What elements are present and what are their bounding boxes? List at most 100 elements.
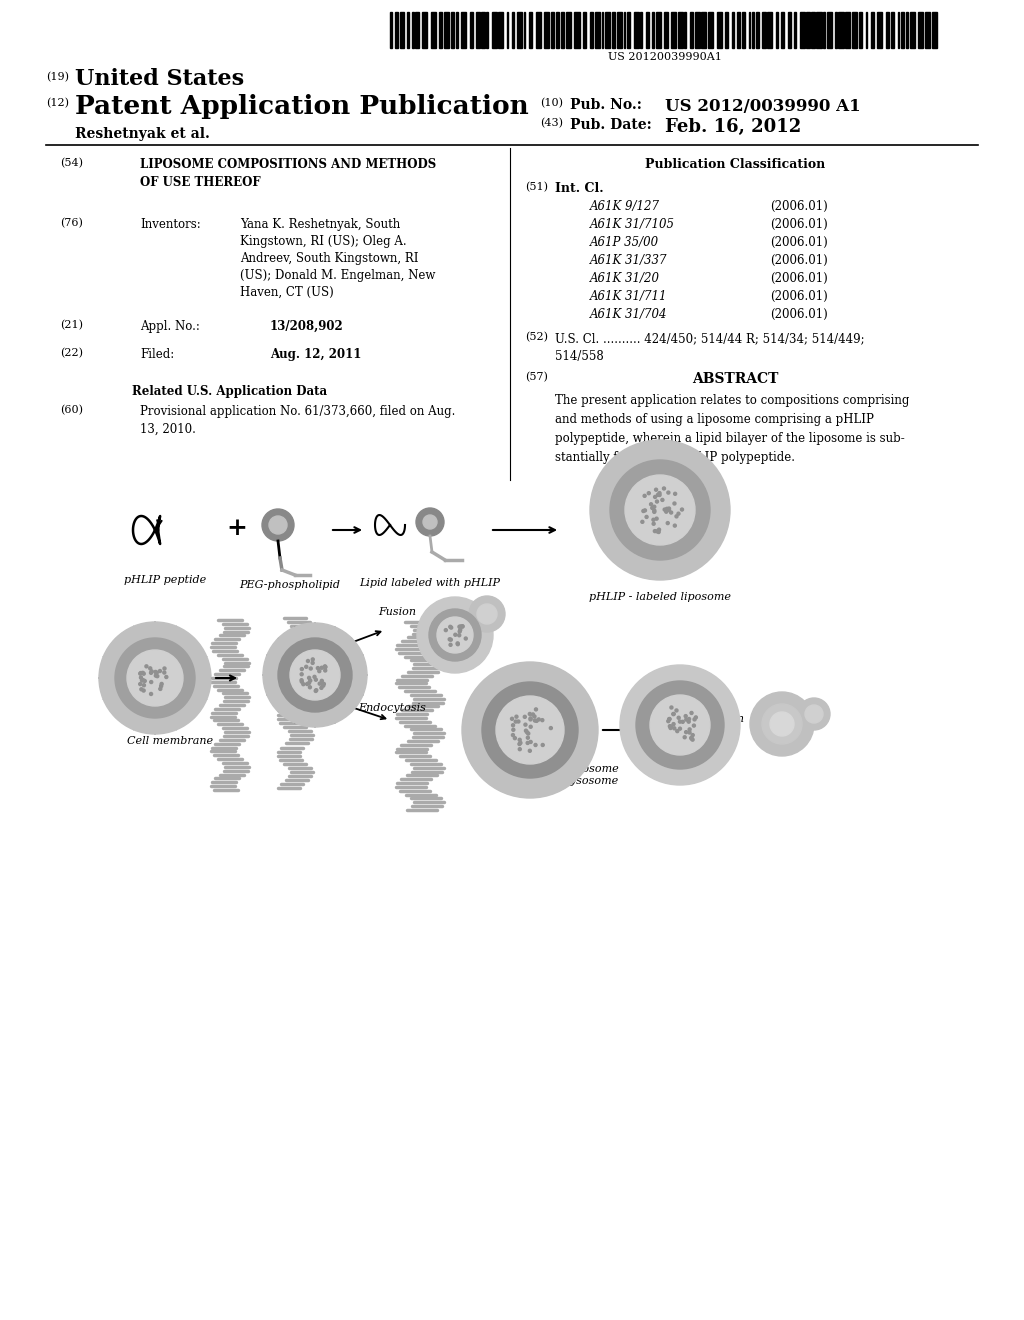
Circle shape bbox=[324, 665, 327, 668]
Text: (2006.01): (2006.01) bbox=[770, 218, 827, 231]
Bar bbox=[870, 12, 874, 48]
Text: Yana K. Reshetnyak, South: Yana K. Reshetnyak, South bbox=[240, 218, 400, 231]
Text: (43): (43) bbox=[540, 117, 563, 128]
Bar bbox=[536, 12, 541, 48]
Circle shape bbox=[805, 705, 823, 723]
Text: Pub. No.:: Pub. No.: bbox=[570, 98, 642, 112]
Text: (2006.01): (2006.01) bbox=[770, 253, 827, 267]
Circle shape bbox=[667, 521, 670, 524]
Circle shape bbox=[165, 676, 168, 678]
Circle shape bbox=[523, 715, 526, 718]
Bar bbox=[787, 12, 792, 48]
Bar bbox=[461, 12, 466, 48]
Circle shape bbox=[668, 508, 671, 512]
Circle shape bbox=[156, 671, 159, 675]
Text: (10): (10) bbox=[540, 98, 563, 108]
Circle shape bbox=[459, 628, 462, 631]
Circle shape bbox=[314, 678, 317, 681]
Bar bbox=[671, 12, 676, 48]
Circle shape bbox=[155, 675, 158, 677]
Text: (2006.01): (2006.01) bbox=[770, 308, 827, 321]
Circle shape bbox=[138, 682, 141, 685]
Bar bbox=[898, 12, 899, 48]
Circle shape bbox=[313, 676, 316, 678]
Circle shape bbox=[513, 737, 516, 739]
Circle shape bbox=[316, 667, 319, 669]
Circle shape bbox=[321, 682, 324, 685]
Text: Related U.S. Application Data: Related U.S. Application Data bbox=[132, 385, 328, 399]
Bar bbox=[709, 12, 714, 48]
Circle shape bbox=[666, 507, 669, 511]
Bar bbox=[476, 12, 479, 48]
Circle shape bbox=[549, 726, 552, 730]
Text: Aug. 12, 2011: Aug. 12, 2011 bbox=[270, 348, 361, 360]
Circle shape bbox=[667, 719, 670, 722]
Bar bbox=[616, 12, 622, 48]
Bar bbox=[859, 12, 862, 48]
Circle shape bbox=[672, 713, 675, 715]
Circle shape bbox=[143, 680, 146, 682]
Circle shape bbox=[694, 715, 697, 719]
Text: U.S. Cl. .......... 424/450; 514/44 R; 514/34; 514/449;
514/558: U.S. Cl. .......... 424/450; 514/44 R; 5… bbox=[555, 333, 864, 363]
Circle shape bbox=[324, 665, 327, 668]
Bar bbox=[753, 12, 754, 48]
Circle shape bbox=[309, 667, 312, 671]
Circle shape bbox=[311, 657, 314, 661]
Circle shape bbox=[317, 669, 321, 673]
Text: (19): (19) bbox=[46, 73, 69, 82]
Bar bbox=[732, 12, 733, 48]
Circle shape bbox=[524, 729, 527, 733]
Circle shape bbox=[151, 669, 154, 673]
Bar bbox=[605, 12, 610, 48]
Bar bbox=[611, 12, 615, 48]
Circle shape bbox=[526, 742, 529, 744]
Circle shape bbox=[650, 696, 710, 755]
Text: Endocytosis: Endocytosis bbox=[358, 704, 426, 713]
Bar bbox=[878, 12, 883, 48]
Circle shape bbox=[305, 665, 308, 668]
Text: LIPOSOME COMPOSITIONS AND METHODS
OF USE THEREOF: LIPOSOME COMPOSITIONS AND METHODS OF USE… bbox=[140, 158, 436, 189]
Circle shape bbox=[656, 494, 659, 496]
Text: Inventors:: Inventors: bbox=[140, 218, 201, 231]
Bar bbox=[767, 12, 772, 48]
Circle shape bbox=[154, 671, 157, 673]
Bar bbox=[742, 12, 745, 48]
Circle shape bbox=[690, 737, 693, 741]
Circle shape bbox=[457, 643, 460, 645]
Circle shape bbox=[798, 698, 830, 730]
Circle shape bbox=[660, 499, 664, 502]
Text: (52): (52) bbox=[525, 333, 548, 342]
Circle shape bbox=[534, 719, 537, 722]
Text: pH<7: pH<7 bbox=[280, 638, 312, 647]
Text: (2006.01): (2006.01) bbox=[770, 236, 827, 249]
Circle shape bbox=[311, 661, 314, 664]
Circle shape bbox=[679, 727, 681, 730]
Bar bbox=[845, 12, 850, 48]
Bar bbox=[756, 12, 759, 48]
Circle shape bbox=[139, 672, 141, 675]
Circle shape bbox=[464, 638, 467, 640]
Text: The present application relates to compositions comprising
and methods of using : The present application relates to compo… bbox=[555, 393, 909, 465]
Bar bbox=[906, 12, 908, 48]
Bar bbox=[407, 12, 409, 48]
Circle shape bbox=[688, 731, 691, 734]
Circle shape bbox=[477, 605, 497, 624]
Circle shape bbox=[647, 491, 650, 495]
Circle shape bbox=[525, 731, 528, 734]
Circle shape bbox=[511, 717, 513, 721]
Circle shape bbox=[450, 643, 452, 647]
Bar bbox=[932, 12, 937, 48]
Circle shape bbox=[515, 715, 518, 718]
Circle shape bbox=[687, 718, 690, 721]
Circle shape bbox=[314, 689, 317, 692]
Circle shape bbox=[318, 682, 322, 685]
Bar bbox=[624, 12, 626, 48]
Circle shape bbox=[444, 628, 447, 632]
Text: A61K 9/127: A61K 9/127 bbox=[590, 201, 660, 213]
Bar bbox=[901, 12, 904, 48]
Circle shape bbox=[673, 502, 676, 506]
Bar bbox=[795, 12, 796, 48]
Circle shape bbox=[538, 718, 541, 721]
Circle shape bbox=[653, 529, 656, 532]
Circle shape bbox=[512, 723, 514, 727]
